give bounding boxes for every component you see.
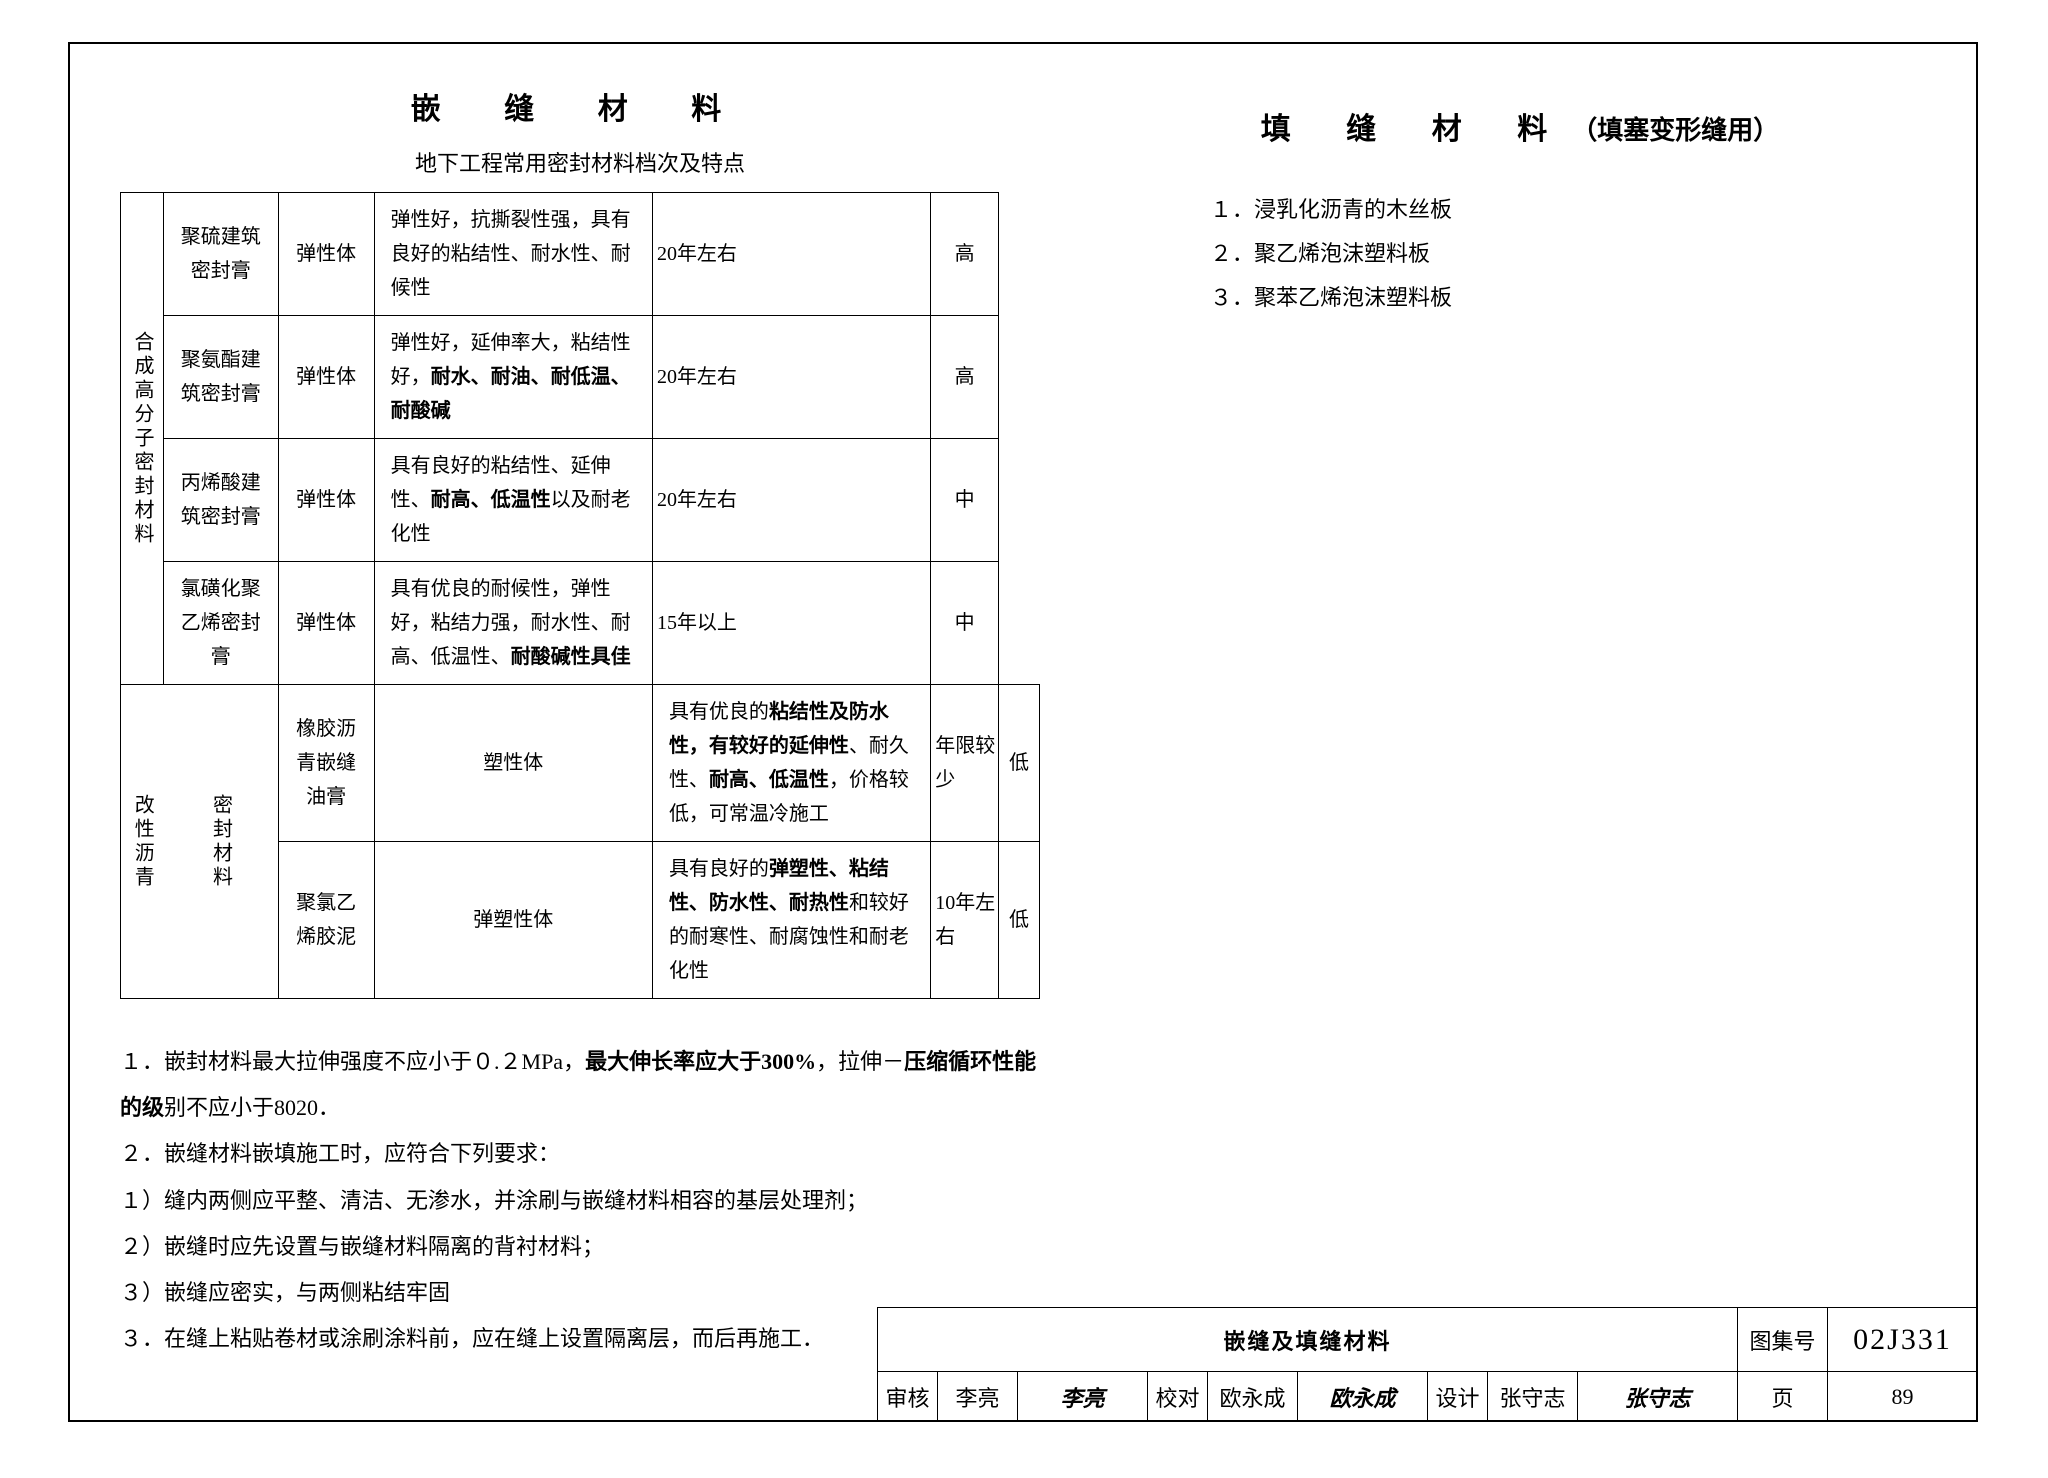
- page-label: 页: [1738, 1372, 1828, 1422]
- cell-desc: 弹性好，抗撕裂性强，具有良好的粘结性、耐水性、耐候性: [374, 193, 652, 316]
- cell-desc: 弹性好，延伸率大，粘结性好，耐水、耐油、耐低温、耐酸碱: [374, 316, 652, 439]
- cell-life: 20年左右: [652, 439, 930, 562]
- cell-grade: 低: [998, 685, 1039, 842]
- cell-life: 15年以上: [652, 562, 930, 685]
- cell-type: 塑性体: [374, 685, 652, 842]
- list-item: ２．聚乙烯泡沫塑料板: [1210, 232, 1890, 276]
- design-label: 设计: [1428, 1372, 1488, 1422]
- cell-name: 氯磺化聚乙烯密封膏: [164, 562, 279, 685]
- list-item: １．浸乳化沥青的木丝板: [1210, 188, 1890, 232]
- cell-grade: 中: [931, 562, 999, 685]
- cell-name: 聚硫建筑密封膏: [164, 193, 279, 316]
- set-label: 图集号: [1738, 1308, 1828, 1372]
- approve-name: 李亮: [938, 1372, 1018, 1422]
- approve-signature: 李亮: [1018, 1372, 1148, 1422]
- note-line: １．嵌封材料最大拉伸强度不应小于０.２MPa，最大伸长率应大于300%，拉伸－压…: [120, 1039, 1040, 1131]
- cell-life: 10年左右: [931, 842, 999, 999]
- table-row: 合成高分子密封材料 聚硫建筑密封膏 弹性体 弹性好，抗撕裂性强，具有良好的粘结性…: [121, 193, 1040, 316]
- cell-type: 弹性体: [278, 316, 374, 439]
- table-row: 氯磺化聚乙烯密封膏 弹性体 具有优良的耐候性，弹性好，粘结力强，耐水性、耐高、低…: [121, 562, 1040, 685]
- cell-name: 丙烯酸建筑密封膏: [164, 439, 279, 562]
- note-line: １）缝内两侧应平整、清洁、无渗水，并涂刷与嵌缝材料相容的基层处理剂；: [120, 1178, 1040, 1224]
- cell-type: 弹塑性体: [374, 842, 652, 999]
- cell-life: 20年左右: [652, 193, 930, 316]
- materials-table: 合成高分子密封材料 聚硫建筑密封膏 弹性体 弹性好，抗撕裂性强，具有良好的粘结性…: [120, 192, 1040, 999]
- list-item: ３．聚苯乙烯泡沫塑料板: [1210, 276, 1890, 320]
- table-row: 聚氨酯建筑密封膏 弹性体 弹性好，延伸率大，粘结性好，耐水、耐油、耐低温、耐酸碱…: [121, 316, 1040, 439]
- check-name: 欧永成: [1208, 1372, 1298, 1422]
- cell-desc: 具有优良的耐候性，弹性好，粘结力强，耐水性、耐高、低温性、耐酸碱性具佳: [374, 562, 652, 685]
- left-subtitle: 地下工程常用密封材料档次及特点: [120, 146, 1040, 178]
- cell-grade: 中: [931, 439, 999, 562]
- page-frame: 嵌 缝 材 料 地下工程常用密封材料档次及特点 合成高分子密封材料 聚硫建筑密封…: [68, 42, 1978, 1422]
- right-column: 填 缝 材 料（填塞变形缝用） １．浸乳化沥青的木丝板 ２．聚乙烯泡沫塑料板 ３…: [1150, 104, 1890, 320]
- right-title-note: （填塞变形缝用）: [1571, 116, 1779, 145]
- group-label-a: 改性沥青: [121, 685, 164, 999]
- cell-grade: 低: [998, 842, 1039, 999]
- cell-desc: 具有优良的粘结性及防水性，有较好的延伸性、耐久性、耐高、低温性，价格较低，可常温…: [652, 685, 930, 842]
- page-number: 89: [1828, 1372, 1978, 1422]
- left-title: 嵌 缝 材 料: [120, 84, 1040, 128]
- table-row: 改性沥青 密封材料 橡胶沥青嵌缝油膏 塑性体 具有优良的粘结性及防水性，有较好的…: [121, 685, 1040, 842]
- right-title: 填 缝 材 料: [1261, 113, 1572, 146]
- left-column: 嵌 缝 材 料 地下工程常用密封材料档次及特点 合成高分子密封材料 聚硫建筑密封…: [120, 84, 1040, 1362]
- cell-life: 20年左右: [652, 316, 930, 439]
- fill-material-list: １．浸乳化沥青的木丝板 ２．聚乙烯泡沫塑料板 ３．聚苯乙烯泡沫塑料板: [1150, 188, 1890, 320]
- group-label-b: 密封材料: [164, 685, 279, 999]
- cell-desc: 具有良好的弹塑性、粘结性、防水性、耐热性和较好的耐寒性、耐腐蚀性和耐老化性: [652, 842, 930, 999]
- design-signature: 张守志: [1578, 1372, 1738, 1422]
- cell-name: 橡胶沥青嵌缝油膏: [278, 685, 374, 842]
- cell-type: 弹性体: [278, 193, 374, 316]
- group-label: 合成高分子密封材料: [121, 193, 164, 685]
- check-label: 校对: [1148, 1372, 1208, 1422]
- table-row: 丙烯酸建筑密封膏 弹性体 具有良好的粘结性、延伸性、耐高、低温性以及耐老化性 2…: [121, 439, 1040, 562]
- cell-type: 弹性体: [278, 439, 374, 562]
- set-number: 02J331: [1828, 1308, 1978, 1372]
- design-name: 张守志: [1488, 1372, 1578, 1422]
- title-block: 嵌缝及填缝材料 图集号 02J331 审核 李亮 李亮 校对 欧永成 欧永成 设…: [877, 1307, 1978, 1422]
- cell-type: 弹性体: [278, 562, 374, 685]
- note-line: ２）嵌缝时应先设置与嵌缝材料隔离的背衬材料；: [120, 1224, 1040, 1270]
- drawing-title: 嵌缝及填缝材料: [878, 1308, 1738, 1372]
- check-signature: 欧永成: [1298, 1372, 1428, 1422]
- cell-grade: 高: [931, 316, 999, 439]
- cell-name: 聚氯乙烯胶泥: [278, 842, 374, 999]
- cell-name: 聚氨酯建筑密封膏: [164, 316, 279, 439]
- note-line: ２．嵌缝材料嵌填施工时，应符合下列要求：: [120, 1131, 1040, 1177]
- cell-life: 年限较少: [931, 685, 999, 842]
- cell-grade: 高: [931, 193, 999, 316]
- cell-desc: 具有良好的粘结性、延伸性、耐高、低温性以及耐老化性: [374, 439, 652, 562]
- right-title-row: 填 缝 材 料（填塞变形缝用）: [1150, 104, 1890, 148]
- approve-label: 审核: [878, 1372, 938, 1422]
